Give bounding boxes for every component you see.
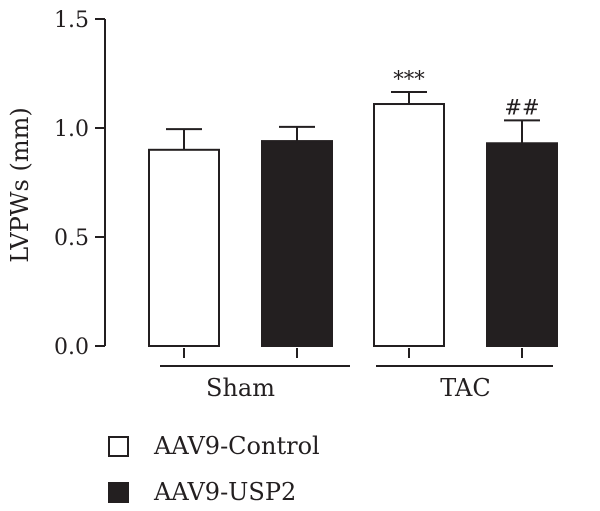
group-label: TAC [440, 374, 490, 402]
y-tick-label: 1.5 [54, 8, 89, 33]
bar-aav9-control [373, 103, 445, 347]
bar-aav9-usp2 [261, 140, 333, 347]
legend-swatch [108, 482, 129, 503]
y-tick-label: 1.0 [54, 117, 89, 142]
group-label: Sham [206, 374, 275, 402]
y-tick-label: 0.0 [54, 335, 89, 360]
significance-label: *** [393, 67, 425, 91]
y-axis: 0.0 0.5 1.0 1.5 [54, 8, 106, 360]
x-axis-groups: Sham TAC [160, 348, 553, 402]
y-tick-label: 0.5 [54, 226, 89, 251]
legend-label: AAV9-Control [153, 432, 320, 460]
bar-aav9-usp2 [486, 142, 558, 347]
legend-label: AAV9-USP2 [153, 478, 296, 506]
bars: *** ## [148, 67, 558, 347]
legend: AAV9-Control AAV9-USP2 [108, 432, 320, 506]
bar-aav9-control [148, 148, 220, 347]
legend-swatch [108, 436, 129, 457]
significance-label: ## [504, 95, 539, 119]
y-axis-title: LVPWs (mm) [6, 107, 34, 262]
